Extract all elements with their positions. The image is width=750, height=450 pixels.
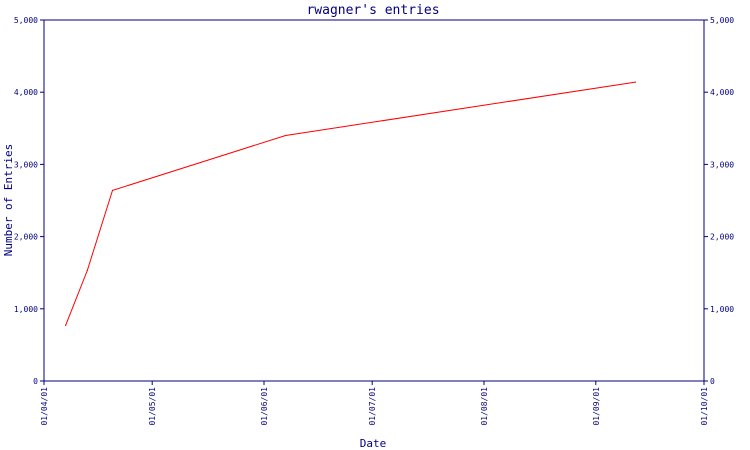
data-point [634,81,637,83]
y-tick-label-left: 3,000 [14,160,38,169]
y-tick-label-left: 4,000 [14,88,38,97]
y-tick-label-left: 0 [33,377,38,386]
x-tick-label: 01/06/01 [260,387,269,426]
y-tick-label-right: 3,000 [710,160,734,169]
y-tick-label-right: 0 [710,377,715,386]
y-tick-label-left: 2,000 [14,233,38,242]
x-axis-title: Date [360,437,387,450]
x-tick-label: 01/08/01 [480,387,489,426]
x-tick-label: 01/10/01 [700,387,709,426]
y-tick-label-left: 5,000 [14,16,38,25]
right-y-axis: 0 1,000 2,000 3,000 4,000 5,000 [704,16,734,386]
y-tick-label-right: 5,000 [710,16,734,25]
x-axis: 01/04/01 01/05/01 01/06/01 01/07/01 01/08/01… [40,381,709,426]
data-point [65,324,67,327]
data-point [111,189,114,191]
data-point [285,134,287,137]
series-group [65,81,637,327]
y-tick-label-right: 1,000 [710,305,734,314]
chart-title: rwagner's entries [306,3,439,18]
y-tick-label-left: 1,000 [14,305,38,314]
x-tick-label: 01/07/01 [368,387,377,426]
left-y-axis: 0 1,000 2,000 3,000 4,000 5,000 [14,16,44,386]
x-tick-label: 01/05/01 [148,387,157,426]
data-point [86,269,88,272]
y-tick-label-right: 2,000 [710,233,734,242]
x-tick-label: 01/04/01 [40,387,49,426]
y-tick-label-right: 4,000 [710,88,734,97]
plot-frame [43,19,705,382]
y-axis-title: Number of Entries [2,144,15,257]
series-line-0 [65,81,636,326]
x-tick-label: 01/09/01 [592,387,601,426]
